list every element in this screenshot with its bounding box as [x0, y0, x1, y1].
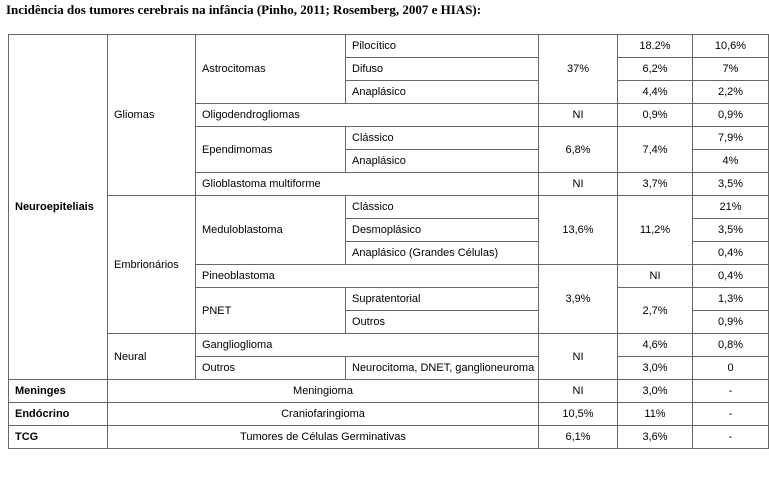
table-cell: 3,6%	[617, 425, 693, 449]
table-cell: 37%	[538, 34, 618, 104]
table-cell: Pilocítico	[345, 34, 539, 58]
table-cell: 0,4%	[692, 264, 769, 288]
table-cell: 7%	[692, 57, 769, 81]
table-row: Oligodendrogliomas NI 0,9% 0,9%	[9, 103, 769, 127]
table-cell: -	[692, 379, 769, 403]
table-cell: 18.2%	[617, 34, 693, 58]
table-cell: Neurocitoma, DNET, ganglioneuroma	[345, 356, 539, 380]
table-cell: 4,6%	[617, 333, 693, 357]
table-row: Meninges Meningioma NI 3,0% -	[8, 379, 769, 403]
table-cell: 3,9%	[538, 264, 618, 334]
table-cell: 6,8%	[538, 126, 618, 173]
table-cell: Oligodendrogliomas	[195, 103, 539, 127]
table-cell: Clássico	[345, 195, 539, 219]
table-cell: 0,8%	[692, 333, 769, 357]
table-cell: 21%	[692, 195, 769, 219]
table-cell: 3,7%	[617, 172, 693, 196]
table-cell: Outros	[195, 356, 346, 380]
table-cell: 1,3%	[692, 287, 769, 311]
table-cell: 10,5%	[538, 402, 618, 426]
table-cell: NI	[538, 172, 618, 196]
table-cell: 0	[692, 356, 769, 380]
table-cell: NI	[538, 103, 618, 127]
title: Incidência dos tumores cerebrais na infâ…	[6, 2, 482, 17]
table-cell: 0,9%	[692, 103, 769, 127]
table-cell: Gliomas	[107, 34, 196, 196]
table-cell: 6,1%	[538, 425, 618, 449]
table-cell: 0,9%	[617, 103, 693, 127]
table-cell: 4,4%	[617, 80, 693, 104]
table-row: Outros 0,9%	[9, 310, 769, 334]
table-cell: Neuroepiteliais	[8, 34, 108, 380]
table-cell: Anaplásico	[345, 149, 539, 173]
table-row: Desmoplásico 3,5%	[9, 218, 769, 242]
table-cell: Ganglioglioma	[195, 333, 539, 357]
table-cell: PNET	[195, 287, 346, 334]
table-row: Difuso 6,2% 7%	[9, 57, 769, 81]
table-cell: NI	[617, 264, 693, 288]
table-cell: 3,0%	[617, 379, 693, 403]
table-cell: 3,5%	[692, 172, 769, 196]
table-cell: 11,2%	[617, 195, 693, 265]
table-row: Neuroepiteliais Gliomas Astrocitomas Pilocí…	[8, 34, 769, 380]
table-cell: Meduloblastoma	[195, 195, 346, 265]
table-cell: 6,2%	[617, 57, 693, 81]
table-row: Outros Neurocitoma, DNET, ganglioneuroma 3…	[9, 356, 769, 380]
table-row: Neural Ganglioglioma NI 4,6% 0,8%	[9, 333, 769, 380]
table-cell: Anaplásico (Grandes Células)	[345, 241, 539, 265]
table-cell: Pineoblastoma	[195, 264, 539, 288]
table-cell: Clássico	[345, 126, 539, 150]
table-cell: Supratentorial	[345, 287, 539, 311]
table-cell: 2,7%	[617, 287, 693, 334]
table-cell: Meningioma	[107, 379, 539, 403]
table-cell: 11%	[617, 402, 693, 426]
table-cell: 0,4%	[692, 241, 769, 265]
table-cell: -	[692, 425, 769, 449]
table-cell: Desmoplásico	[345, 218, 539, 242]
table-cell: 3,0%	[617, 356, 693, 380]
table-cell: Ependimomas	[195, 126, 346, 173]
table-cell: TCG	[8, 425, 108, 449]
table-cell: NI	[538, 333, 618, 380]
table-row: Anaplásico 4,4% 2,2%	[9, 80, 769, 104]
table-cell: Neural	[107, 333, 196, 380]
table-cell: Meninges	[8, 379, 108, 403]
table-cell: Embrionários	[107, 195, 196, 334]
table-cell: 7,9%	[692, 126, 769, 150]
table-cell: NI	[538, 379, 618, 403]
table-cell: Anaplásico	[345, 80, 539, 104]
table-cell: 3,5%	[692, 218, 769, 242]
table-cell: Glioblastoma multiforme	[195, 172, 539, 196]
table-cell: Endócrino	[8, 402, 108, 426]
table-cell: Difuso	[345, 57, 539, 81]
incidence-table: Neuroepiteliais Gliomas Astrocitomas Pilocí…	[8, 34, 769, 449]
table-row: Embrionários Meduloblastoma Clássico 13,6% 1…	[9, 195, 769, 334]
table-cell: Astrocitomas	[195, 34, 346, 104]
table-cell: -	[692, 402, 769, 426]
table-row: TCG Tumores de Células Germinativas 6,1% 3,…	[8, 425, 769, 449]
table-cell: 13,6%	[538, 195, 618, 265]
table-cell: Craniofaringioma	[107, 402, 539, 426]
table-cell: 4%	[692, 149, 769, 173]
table-row: Glioblastoma multiforme NI 3,7% 3,5%	[9, 172, 769, 196]
table-row: Endócrino Craniofaringioma 10,5% 11% -	[8, 402, 769, 426]
table-cell: 0,9%	[692, 310, 769, 334]
table-cell: 10,6%	[692, 34, 769, 58]
table-row: Anaplásico 4%	[9, 149, 769, 173]
table-row: Pineoblastoma 3,9% NI 0,4%	[9, 264, 769, 334]
table-cell: 2,2%	[692, 80, 769, 104]
table-cell: 7,4%	[617, 126, 693, 173]
table-cell: Outros	[345, 310, 539, 334]
table-cell: Tumores de Células Germinativas	[107, 425, 539, 449]
